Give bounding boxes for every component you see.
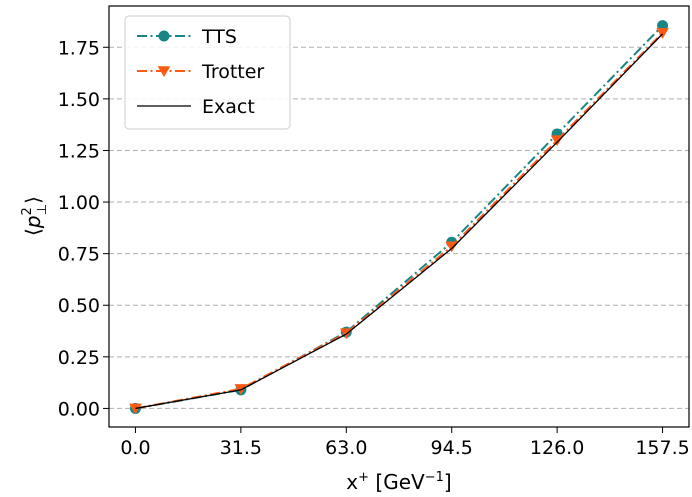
x-tick-label: 126.0 — [530, 437, 584, 459]
legend-marker — [158, 30, 170, 42]
y-tick-label: 0.75 — [58, 244, 100, 266]
y-tick-label: 0.00 — [58, 398, 100, 420]
y-tick-label: 1.50 — [58, 89, 100, 111]
legend: TTS Trotter Exact — [124, 15, 291, 130]
legend-label: TTS — [201, 26, 237, 48]
x-axis-label: x+ [GeV−1] — [346, 470, 451, 494]
series-line-exact — [135, 33, 664, 410]
x-tick-label: 0.0 — [120, 437, 150, 459]
x-tick-label: 157.5 — [635, 437, 689, 459]
legend-entry: Exact — [137, 96, 255, 118]
x-tick-label: 31.5 — [220, 437, 262, 459]
series-line-trotter — [135, 32, 664, 410]
y-tick-label: 0.50 — [58, 295, 100, 317]
legend-entry: TTS — [137, 26, 237, 48]
y-axis-label: ⟨p2⊥⟩ — [20, 196, 50, 236]
series-layer — [129, 20, 669, 415]
x-tick-label: 63.0 — [325, 437, 367, 459]
data-point — [129, 403, 142, 415]
y-tick-label: 1.00 — [58, 192, 100, 214]
y-tick-label: 0.25 — [58, 347, 100, 369]
legend-entry: Trotter — [137, 61, 264, 83]
data-point — [656, 28, 669, 39]
legend-label: Trotter — [201, 61, 264, 83]
legend-marker — [157, 66, 171, 78]
data-point — [445, 241, 459, 253]
plot-frame — [108, 5, 690, 428]
legend-box — [124, 15, 291, 130]
axis-ticks: 0.00 0.25 0.50 0.75 1.00 1.25 1.50 1.75 0.0 31.5 6… — [58, 37, 690, 459]
x-tick-label: 94.5 — [431, 437, 473, 459]
y-tick-label: 1.75 — [58, 37, 100, 59]
y-tick-label: 1.25 — [58, 140, 100, 162]
series-exact — [135, 33, 664, 410]
legend-label: Exact — [202, 96, 255, 118]
